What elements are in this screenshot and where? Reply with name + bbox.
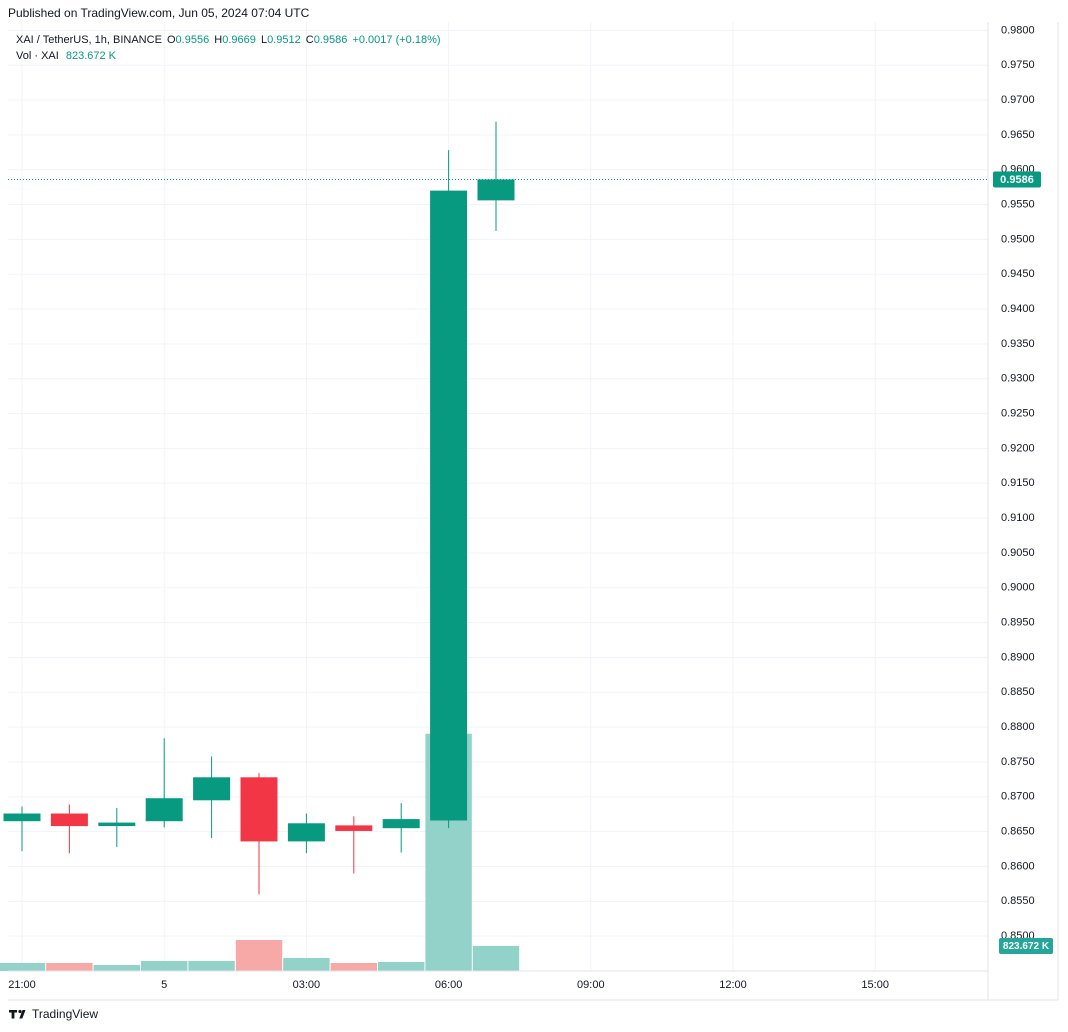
legend-high-value: 0.9669: [222, 34, 256, 46]
tradingview-logo: [9, 1009, 26, 1019]
y-tick-label: 0.9000: [1001, 582, 1035, 594]
y-tick-label: 0.9500: [1001, 233, 1035, 245]
volume-bar: [378, 961, 425, 971]
volume-bar: [93, 965, 140, 971]
y-tick-label: 0.8950: [1001, 617, 1035, 629]
legend-change: +0.0017 (+0.18%): [352, 34, 440, 46]
last-price-box: [993, 171, 1041, 188]
y-tick-label: 0.9750: [1001, 59, 1035, 71]
axes: [8, 22, 1059, 1001]
legend-close-value: 0.9586: [314, 34, 348, 46]
volume-bar: [0, 963, 46, 971]
candle-body: [382, 819, 420, 829]
legend-high-label: H: [214, 34, 222, 46]
logo-mark-dot: [18, 1009, 22, 1014]
x-tick-label: 03:00: [293, 979, 321, 991]
legend-close-label: C: [306, 34, 314, 46]
y-tick-label: 0.9300: [1001, 373, 1035, 385]
y-tick-label: 0.9800: [1001, 24, 1035, 36]
volume-bar: [472, 945, 520, 971]
y-tick-label: 0.9050: [1001, 547, 1035, 559]
candle-body: [3, 813, 41, 822]
published-note: Published on TradingView.com, Jun 05, 20…: [8, 6, 310, 20]
y-tick-label: 0.9700: [1001, 94, 1035, 106]
volume-label: 823.672 K: [1003, 941, 1050, 952]
grid: [8, 22, 988, 971]
volume-legend-value: 823.672 K: [66, 50, 117, 62]
candle-body: [335, 825, 373, 831]
x-tick-label: 12:00: [719, 979, 747, 991]
last-price-label: 0.9586: [1000, 174, 1034, 186]
candle-body: [50, 813, 88, 827]
labels: 0.98000.97500.97000.96500.96000.95500.95…: [8, 24, 1053, 991]
x-tick-label: 06:00: [435, 979, 463, 991]
candle-body: [98, 822, 136, 827]
legend-low-value: 0.9512: [267, 34, 301, 46]
volume-title: Vol · XAI: [16, 50, 59, 62]
y-tick-label: 0.9450: [1001, 268, 1035, 280]
legend-open-label: O: [167, 34, 176, 46]
x-tick-label: 09:00: [577, 979, 605, 991]
candle-body: [193, 777, 231, 801]
candle-body: [477, 179, 515, 201]
y-tick-label: 0.9350: [1001, 338, 1035, 350]
x-tick-label: 15:00: [861, 979, 889, 991]
volume-legend: Vol · XAI 823.672 K: [16, 50, 117, 62]
volume-bar: [188, 960, 235, 971]
symbol-title: XAI / TetherUS, 1h, BINANCE: [16, 34, 162, 46]
candle-body: [145, 798, 183, 822]
y-tick-label: 0.8550: [1001, 895, 1035, 907]
y-tick-label: 0.8700: [1001, 791, 1035, 803]
candle-body: [430, 190, 468, 821]
candle-body: [240, 777, 278, 842]
volume-label-box: [999, 937, 1053, 954]
legend-low-label: L: [261, 34, 267, 46]
y-tick-label: 0.9100: [1001, 512, 1035, 524]
y-tick-label: 0.9550: [1001, 198, 1035, 210]
y-tick-label: 0.8750: [1001, 756, 1035, 768]
x-tick-label: 21:00: [8, 979, 36, 991]
y-tick-label: 0.9650: [1001, 129, 1035, 141]
y-tick-label: 0.8900: [1001, 651, 1035, 663]
candle-body: [287, 823, 325, 842]
y-tick-label: 0.9150: [1001, 477, 1035, 489]
y-tick-label: 0.9250: [1001, 407, 1035, 419]
volume-bar: [141, 960, 188, 971]
volume-bar: [283, 957, 330, 971]
symbol-legend: XAI / TetherUS, 1h, BINANCE O0.9556 H0.9…: [16, 34, 441, 46]
y-tick-label: 0.9400: [1001, 303, 1035, 315]
logo-mark-slash: [19, 1010, 26, 1019]
volume-bar: [330, 963, 377, 971]
volume-bar: [235, 939, 283, 971]
y-tick-label: 0.8650: [1001, 826, 1035, 838]
logo-mark: [9, 1010, 17, 1019]
y-tick-label: 0.8800: [1001, 721, 1035, 733]
y-tick-label: 0.8850: [1001, 686, 1035, 698]
candles: [3, 121, 988, 895]
x-tick-label: 5: [161, 979, 167, 991]
brand: TradingView: [32, 1007, 98, 1021]
y-tick-label: 0.9200: [1001, 442, 1035, 454]
legend-open-value: 0.9556: [176, 34, 210, 46]
volume-bar: [46, 963, 93, 971]
y-tick-label: 0.8600: [1001, 860, 1035, 872]
